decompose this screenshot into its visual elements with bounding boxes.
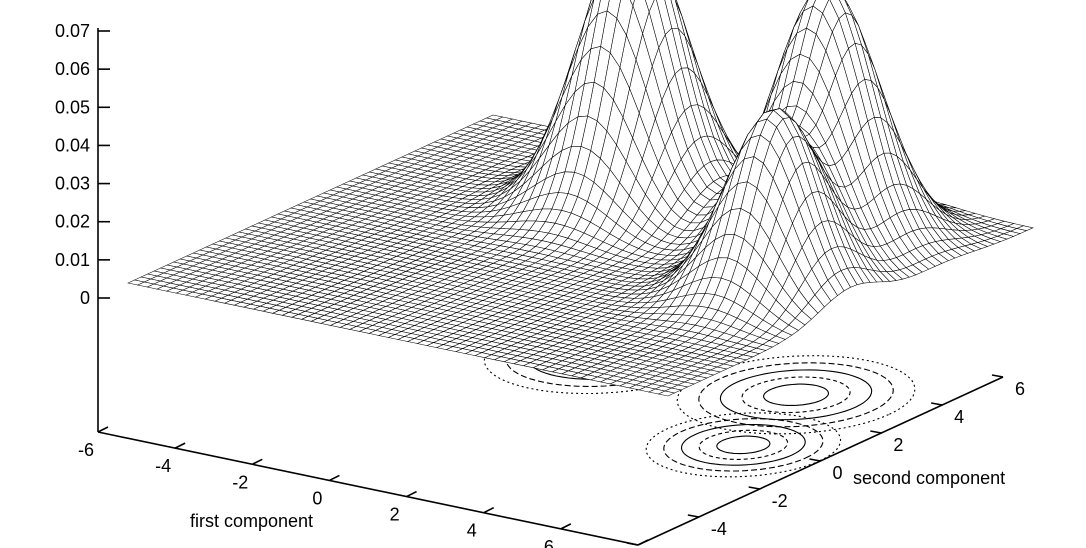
- contour-line: [680, 423, 806, 466]
- y-tick-mark: [931, 402, 943, 406]
- z-tick-label: 0.07: [55, 21, 90, 41]
- x-tick-label: 2: [390, 505, 400, 525]
- contour-line: [719, 369, 873, 421]
- surface-mesh: [127, 0, 1034, 397]
- x-tick-mark: [97, 426, 109, 433]
- y-tick-mark: [748, 486, 760, 490]
- x-tick-mark: [560, 523, 572, 530]
- z-tick-label: 0.06: [55, 59, 90, 79]
- contour-line: [645, 412, 842, 478]
- z-tick-label: 0.02: [55, 212, 90, 232]
- contour-line: [698, 429, 789, 460]
- surface-cell: [629, 0, 635, 7]
- y-axis-title: second component: [853, 468, 1005, 488]
- y-tick-mark: [626, 542, 639, 546]
- y-tick-mark: [991, 374, 1004, 378]
- y-tick-label: 4: [954, 407, 964, 427]
- y-tick-label: 0: [833, 463, 843, 483]
- y-tick-label: -2: [772, 491, 788, 511]
- x-tick-mark: [406, 490, 417, 498]
- contour-line: [698, 362, 894, 428]
- y-tick-mark: [687, 514, 699, 518]
- contour-line: [763, 383, 829, 406]
- contour-line: [483, 314, 723, 395]
- surface-cell: [127, 279, 146, 286]
- x-tick-mark: [174, 442, 186, 449]
- x-tick-mark: [637, 539, 649, 546]
- x-axis-title: first component: [190, 511, 313, 531]
- x-tick-mark: [251, 458, 263, 466]
- x-tick-label: 0: [312, 488, 322, 508]
- x-tick-label: 4: [467, 521, 477, 541]
- contour-line: [741, 376, 851, 414]
- y-tick-mark: [870, 430, 882, 434]
- z-tick-label: 0.01: [55, 250, 90, 270]
- x-tick-label: -2: [232, 472, 248, 492]
- x-axis-line: [97, 431, 639, 546]
- ticks: 00.010.020.030.040.050.060.07-6-4-202468…: [55, 21, 1025, 548]
- x-tick-mark: [483, 506, 495, 514]
- x-tick-label: 6: [544, 537, 554, 548]
- x-tick-label: -6: [78, 440, 94, 460]
- contour-line: [663, 418, 824, 472]
- x-tick-label: -4: [155, 456, 171, 476]
- z-tick-label: 0: [80, 288, 90, 308]
- z-tick-label: 0.04: [55, 135, 90, 155]
- x-tick-mark: [329, 474, 340, 482]
- y-tick-label: 2: [893, 435, 903, 455]
- labels: first component second component: [190, 468, 1005, 531]
- z-tick-label: 0.05: [55, 97, 90, 117]
- y-tick-label: 6: [1015, 379, 1025, 399]
- y-tick-mark: [809, 458, 821, 462]
- y-tick-label: -4: [711, 519, 727, 539]
- surface-cell: [674, 0, 682, 16]
- contour-line: [716, 435, 771, 455]
- z-tick-label: 0.03: [55, 174, 90, 194]
